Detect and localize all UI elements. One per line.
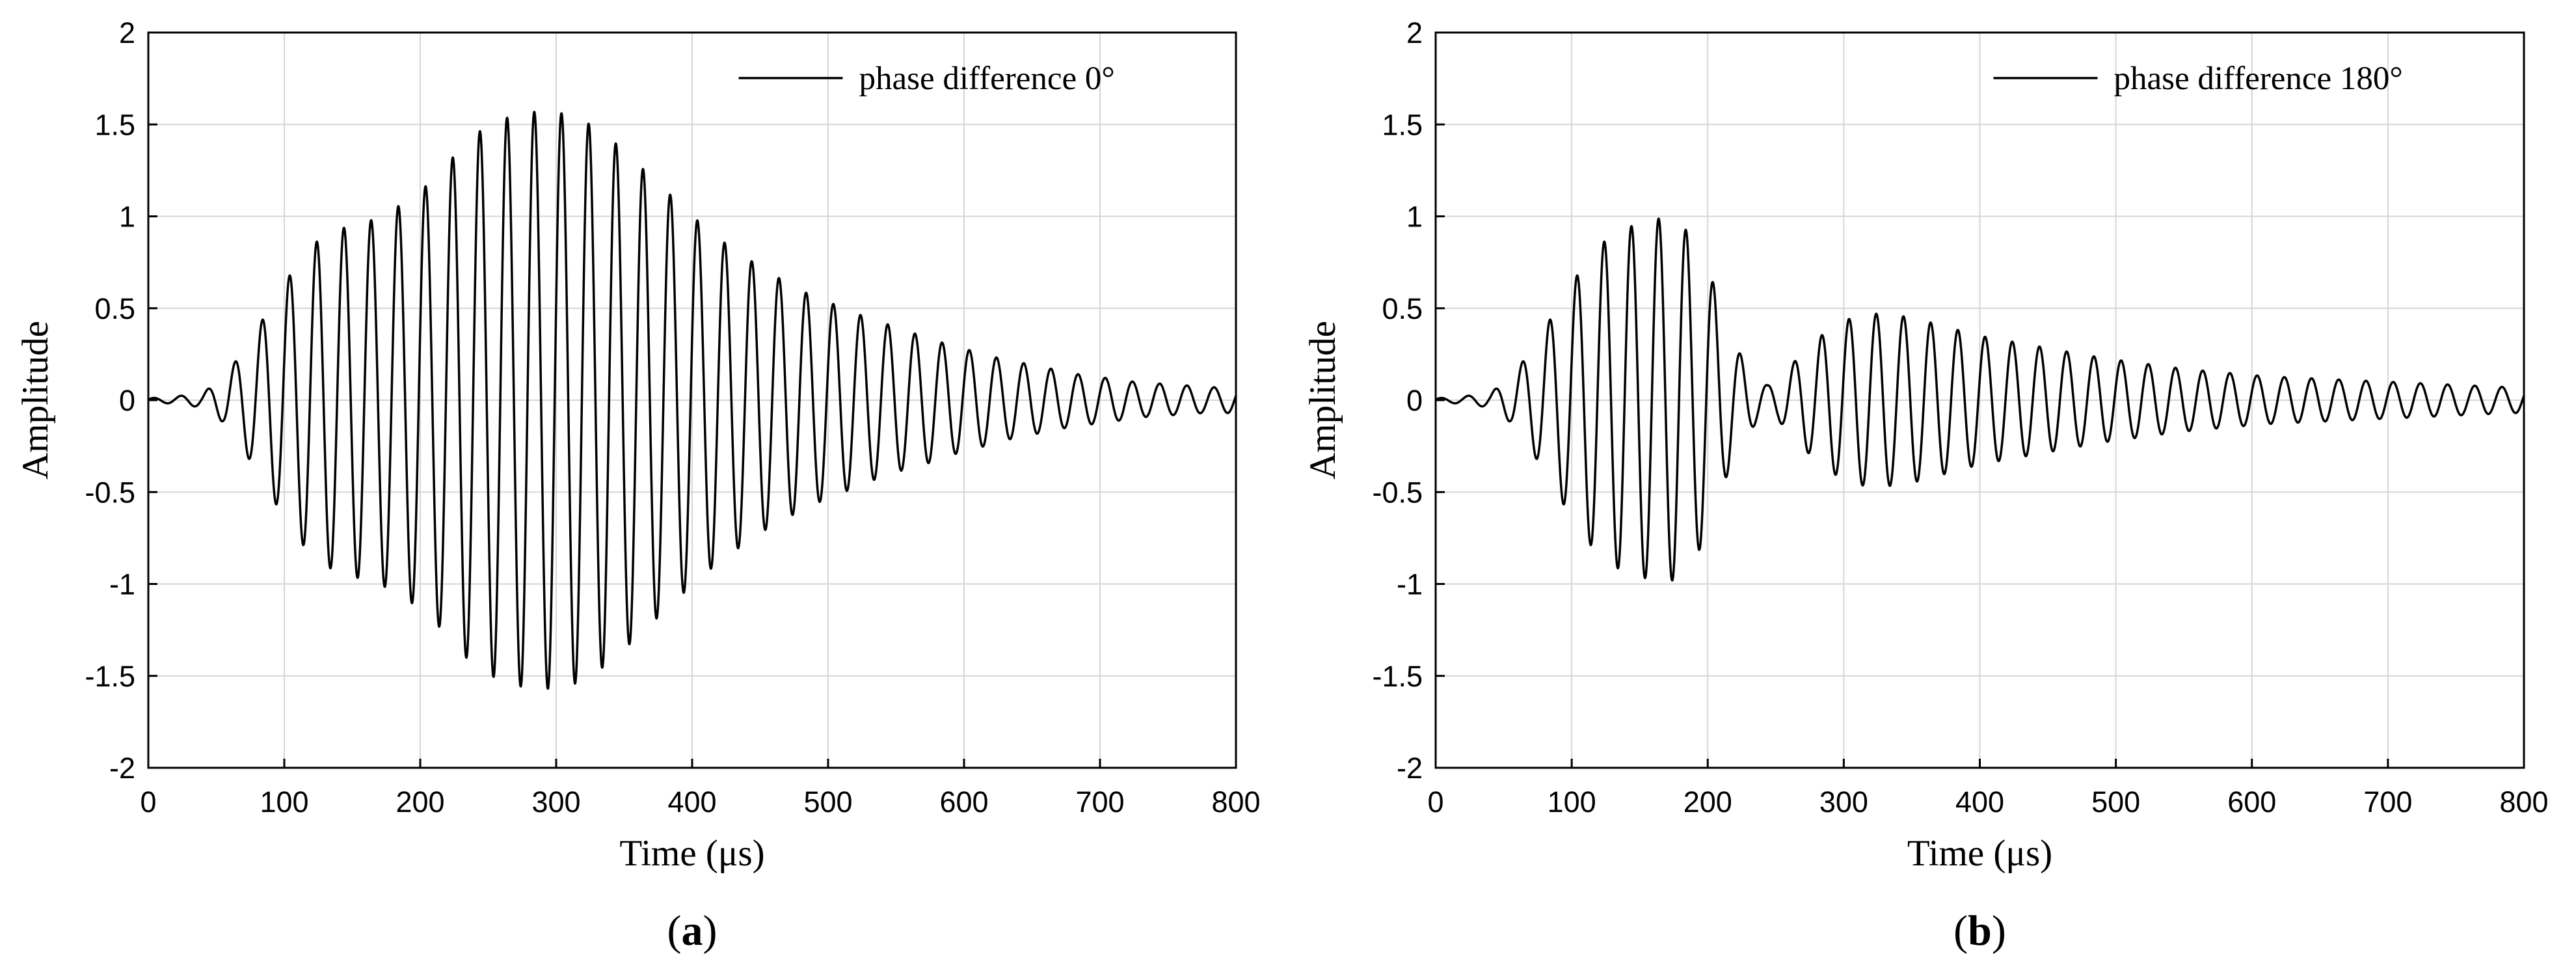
panel-a-y-tick-label: 2 [119,16,135,49]
panel-a-x-tick-label: 200 [396,785,444,819]
panel-a-x-tick-label: 700 [1075,785,1124,819]
panel-a-y-ticks: 2 1.5 1 0.5 0 -0.5 -1 -1.5 -2 [85,16,157,785]
panel-a-x-tick-label: 100 [260,785,308,819]
panel-a-caption: (a) [667,907,718,955]
panel-a-y-tick-label: 0 [119,384,135,417]
panel-b: 0 100 200 300 400 500 600 700 800 2 1.5 1 0.5 0 -0.5 -… [1302,16,2549,955]
panel-b-x-tick-label: 400 [1955,785,2004,819]
panel-b-x-tick-label: 0 [1427,785,1443,819]
panel-a-y-tick-label: -2 [109,752,135,785]
panel-a-caption-letter: a [682,907,703,955]
panel-a-y-tick-label: 0.5 [94,292,135,325]
panel-b-x-tick-label: 100 [1548,785,1596,819]
panel-b-y-tick-label: 0.5 [1382,292,1423,325]
panel-b-y-tick-label: -1 [1397,568,1423,601]
panel-b-y-tick-label: 0 [1406,384,1423,417]
panel-b-x-tick-label: 600 [2227,785,2276,819]
panel-a: 0 100 200 300 400 500 600 700 800 2 1.5 1 0.5 0 -0.5 -… [15,16,1261,955]
panel-b-y-tick-label: 1.5 [1382,108,1423,141]
panel-a-x-tick-label: 500 [803,785,852,819]
panel-a-y-tick-label: -0.5 [85,476,135,509]
panel-b-x-ticks: 0 100 200 300 400 500 600 700 800 [1427,759,2549,819]
panel-a-x-axis-label: Time (μs) [619,833,764,874]
panel-b-x-axis-label: Time (μs) [1907,833,2052,874]
panel-b-x-tick-label: 800 [2499,785,2548,819]
panel-a-y-axis-label: Amplitude [15,321,56,480]
panel-a-series-line [147,111,1237,690]
panel-b-x-tick-label: 300 [1819,785,1868,819]
panel-b-y-ticks: 2 1.5 1 0.5 0 -0.5 -1 -1.5 -2 [1372,16,1445,785]
panel-a-y-tick-label: -1.5 [85,660,135,693]
panel-b-x-tick-label: 500 [2091,785,2140,819]
panel-b-series-line [1434,217,2525,582]
panel-a-grid [148,33,1236,768]
panel-a-y-tick-label: 1.5 [94,108,135,141]
panel-a-x-tick-label: 400 [667,785,716,819]
panel-b-caption: (b) [1953,907,2006,955]
panel-a-x-tick-label: 300 [531,785,580,819]
panel-a-legend-label: phase difference 0° [859,61,1115,97]
panel-a-x-ticks: 0 100 200 300 400 500 600 700 800 [140,759,1261,819]
panel-a-x-tick-label: 0 [140,785,156,819]
panel-b-grid [1436,33,2524,768]
panel-b-y-tick-label: 2 [1406,16,1423,49]
panel-b-legend-label: phase difference 180° [2114,61,2403,97]
panel-a-y-tick-label: -1 [109,568,135,601]
panel-b-caption-letter: b [1968,907,1992,955]
panel-b-x-tick-label: 200 [1684,785,1732,819]
panel-a-x-tick-label: 600 [939,785,988,819]
panel-b-x-tick-label: 700 [2363,785,2412,819]
panel-a-x-tick-label: 800 [1211,785,1260,819]
panel-a-y-tick-label: 1 [119,200,135,234]
panel-b-y-axis-label: Amplitude [1302,321,1343,480]
panel-b-y-tick-label: -2 [1397,752,1423,785]
panel-b-y-tick-label: -1.5 [1372,660,1423,693]
panel-b-y-tick-label: 1 [1406,200,1423,234]
panel-b-y-tick-label: -0.5 [1372,476,1423,509]
